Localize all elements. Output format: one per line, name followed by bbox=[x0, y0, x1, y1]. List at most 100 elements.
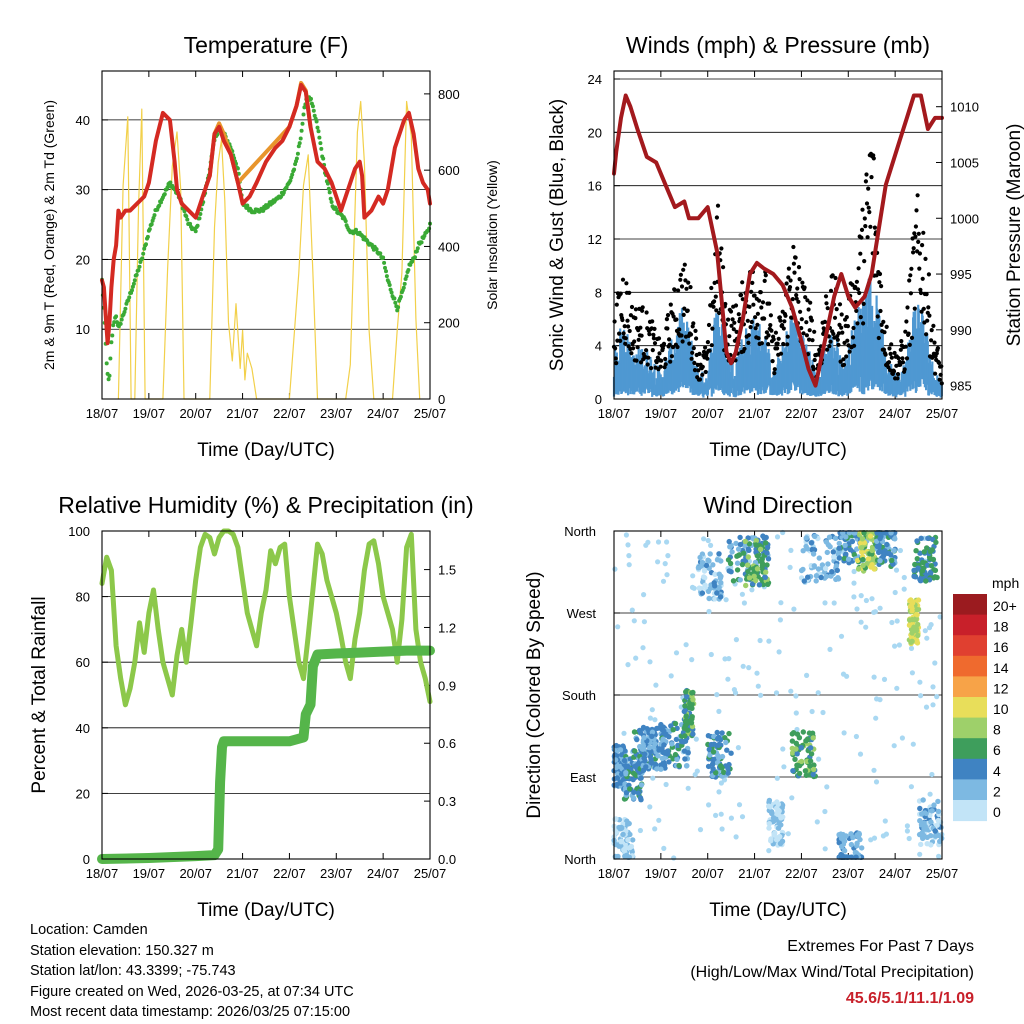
direction-point bbox=[635, 790, 642, 796]
direction-point bbox=[849, 538, 856, 545]
colorbar-swatch bbox=[953, 676, 987, 698]
gust-point bbox=[881, 319, 886, 324]
colorbar-swatch bbox=[953, 738, 987, 760]
gust-point bbox=[734, 329, 739, 334]
direction-point bbox=[707, 551, 713, 557]
direction-point bbox=[647, 715, 654, 721]
gust-point bbox=[869, 175, 874, 180]
direction-point bbox=[857, 751, 864, 757]
colorbar-label: 18 bbox=[993, 619, 1009, 635]
direction-point bbox=[789, 795, 795, 801]
direction-point bbox=[836, 540, 842, 547]
direction-point bbox=[918, 822, 925, 828]
gust-point bbox=[614, 361, 619, 366]
y-tick-label: 60 bbox=[76, 655, 90, 670]
direction-point bbox=[836, 555, 843, 561]
gust-point bbox=[715, 203, 721, 208]
direction-point bbox=[631, 789, 637, 795]
direction-point bbox=[906, 622, 913, 628]
direction-point bbox=[630, 770, 637, 776]
gust-point bbox=[661, 341, 667, 346]
direction-point bbox=[798, 758, 805, 765]
direction-point bbox=[627, 786, 633, 792]
x-tick-label: 25/07 bbox=[926, 866, 959, 881]
y2-tick-label: 800 bbox=[438, 87, 460, 102]
colorbar-label: 4 bbox=[993, 763, 1001, 779]
gust-point bbox=[749, 289, 754, 294]
gust-point bbox=[671, 314, 676, 319]
gust-point bbox=[916, 239, 921, 244]
x-tick-label: 19/07 bbox=[645, 866, 678, 881]
gust-point bbox=[904, 356, 910, 361]
gust-point bbox=[927, 313, 932, 318]
gust-point bbox=[859, 235, 864, 240]
gust-point bbox=[909, 335, 915, 340]
direction-point bbox=[646, 744, 653, 751]
direction-point bbox=[725, 766, 731, 772]
direction-point bbox=[871, 566, 877, 572]
direction-point bbox=[618, 839, 624, 845]
direction-point bbox=[746, 575, 753, 581]
direction-point bbox=[845, 556, 852, 562]
gust-point bbox=[740, 280, 745, 285]
gust-point bbox=[874, 273, 879, 278]
gust-point bbox=[692, 368, 698, 373]
x-tick-label: 25/07 bbox=[414, 866, 447, 881]
gust-point bbox=[623, 341, 628, 346]
direction-point bbox=[735, 552, 742, 558]
direction-point bbox=[803, 543, 809, 550]
direction-point bbox=[936, 853, 942, 859]
direction-point bbox=[822, 808, 828, 815]
gust-point bbox=[791, 244, 796, 250]
x-tick-label: 21/07 bbox=[226, 406, 259, 421]
gust-point bbox=[618, 338, 623, 343]
colorbar-swatch bbox=[953, 758, 987, 780]
direction-point bbox=[759, 563, 765, 569]
direction-point bbox=[836, 545, 842, 551]
direction-point bbox=[625, 837, 631, 843]
speed-colorbar: mph 20+ 18 16 14 12 10 8 6 4 2 0 bbox=[953, 575, 1019, 822]
direction-point bbox=[881, 676, 888, 683]
direction-point bbox=[760, 581, 767, 588]
gust-point bbox=[886, 360, 892, 365]
gust-point bbox=[804, 320, 809, 325]
direction-point bbox=[743, 582, 749, 589]
gust-point bbox=[762, 316, 767, 321]
gust-point bbox=[621, 331, 626, 336]
direction-point bbox=[873, 715, 879, 721]
x-tick-label: 22/07 bbox=[785, 406, 818, 421]
gust-point bbox=[862, 259, 867, 264]
direction-point bbox=[672, 720, 679, 727]
direction-point bbox=[842, 542, 848, 548]
direction-point bbox=[873, 779, 880, 785]
panel-temperature: Temperature (F) 18/07 19/07 20/07 21/07 22/07… bbox=[41, 32, 500, 461]
direction-point bbox=[754, 553, 761, 559]
direction-point bbox=[913, 548, 919, 554]
direction-point bbox=[742, 538, 748, 545]
latlon-text: Station lat/lon: 43.3399; -75.743 bbox=[30, 963, 236, 979]
direction-point bbox=[796, 770, 803, 777]
direction-point bbox=[649, 729, 656, 735]
gust-point bbox=[786, 275, 791, 280]
direction-point bbox=[917, 550, 923, 556]
td-point bbox=[140, 256, 145, 261]
gust-point bbox=[805, 298, 810, 303]
direction-point bbox=[801, 578, 807, 584]
direction-point bbox=[911, 567, 917, 573]
x-tick-label: 20/07 bbox=[179, 406, 212, 421]
gust-point bbox=[868, 224, 873, 229]
gust-point bbox=[906, 331, 911, 336]
direction-point bbox=[706, 558, 712, 564]
direction-point bbox=[708, 542, 714, 549]
direction-point bbox=[744, 562, 751, 568]
direction-point bbox=[706, 802, 712, 808]
td-point bbox=[381, 255, 386, 260]
direction-point bbox=[681, 748, 688, 754]
direction-point bbox=[860, 556, 866, 563]
direction-point bbox=[851, 594, 857, 600]
direction-point bbox=[836, 840, 842, 846]
direction-point bbox=[843, 551, 849, 557]
td-point bbox=[410, 259, 415, 264]
direction-point bbox=[615, 853, 621, 860]
direction-point bbox=[640, 645, 646, 651]
